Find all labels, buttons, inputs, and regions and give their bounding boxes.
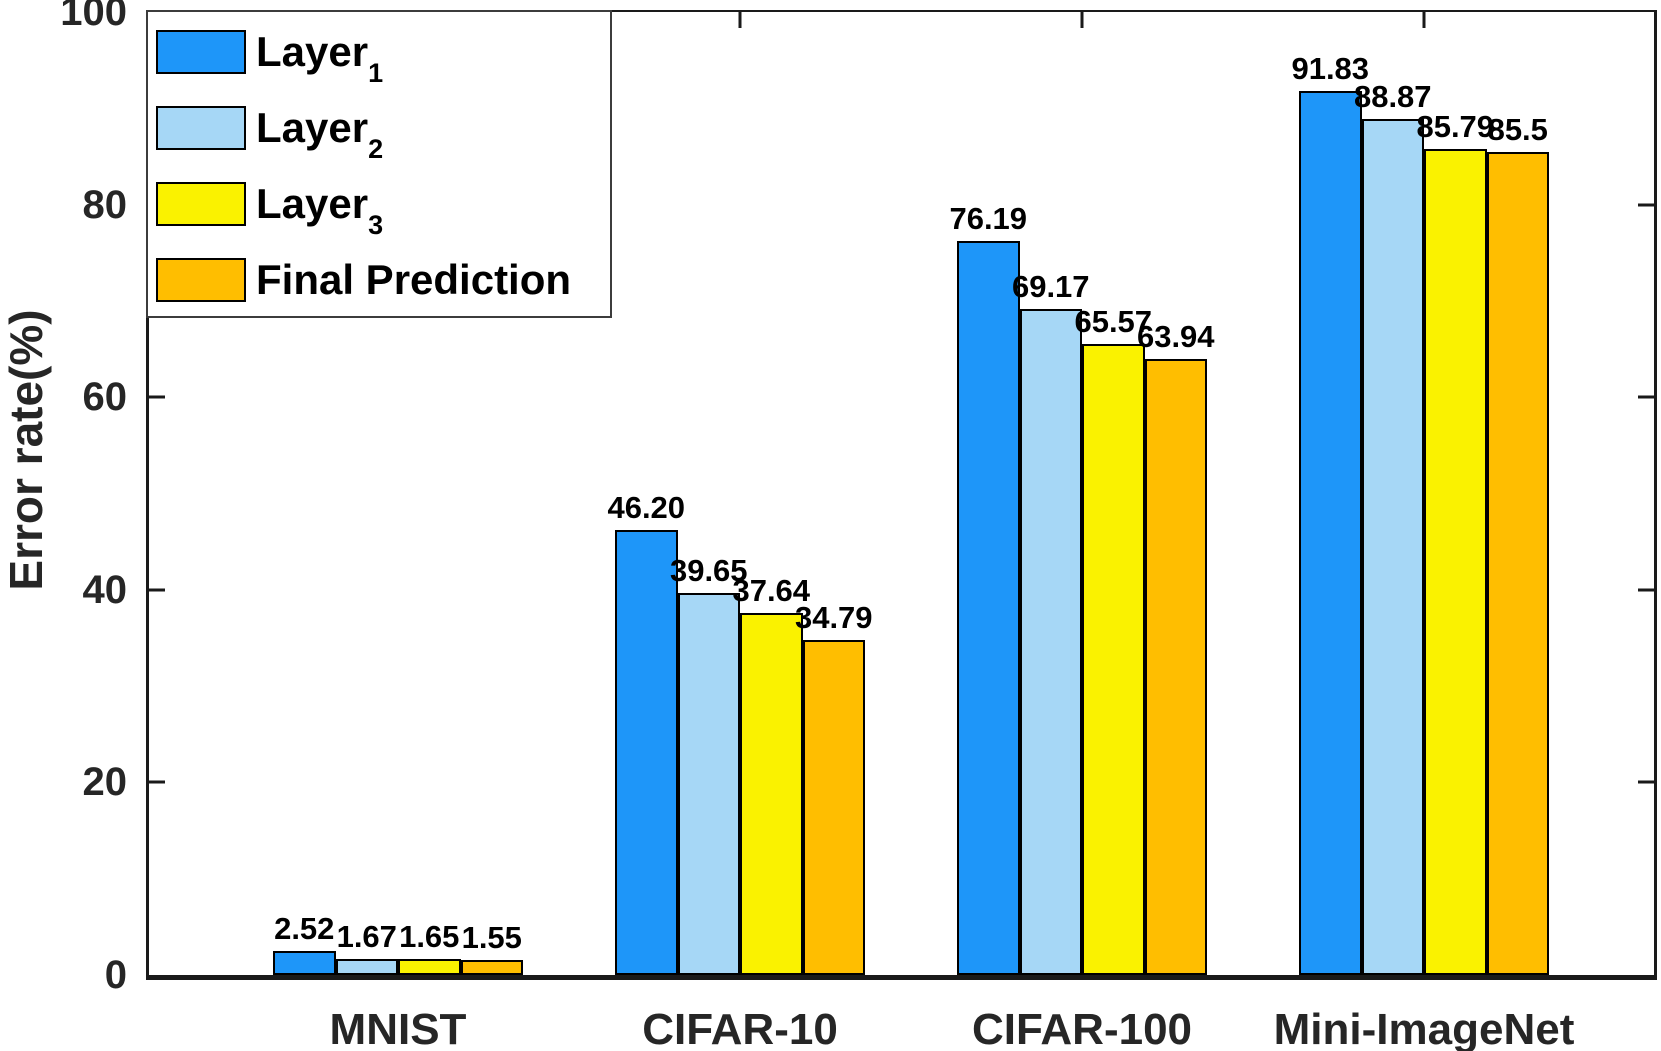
x-tick-top — [1422, 12, 1426, 28]
bar-cifar-10-layer_2 — [677, 593, 740, 975]
bar-value-label: 34.79 — [794, 599, 873, 635]
bar-value-label: 1.67 — [336, 918, 397, 954]
bar-value-label: 76.19 — [949, 201, 1028, 237]
legend-label-text: Layer — [256, 180, 369, 227]
bar-mini-imagenet-layer_1 — [1299, 90, 1362, 975]
bar-value-label: 37.64 — [732, 572, 811, 608]
bar-cifar-100-layer_1 — [957, 241, 1020, 975]
legend-label-subscript: 2 — [368, 134, 384, 164]
y-tick-label: 80 — [82, 182, 128, 227]
bar-mini-imagenet-layer_2 — [1361, 119, 1424, 975]
x-tick-label: Mini-ImageNet — [1273, 1005, 1575, 1051]
legend-label-text: Layer — [256, 104, 369, 151]
y-tick-left — [149, 588, 165, 592]
legend-label-subscript: 1 — [368, 58, 384, 88]
legend-swatch-layer1 — [156, 30, 246, 74]
legend-label-subscript: 3 — [368, 210, 384, 240]
y-tick-left — [149, 780, 165, 784]
legend-item-final-prediction: Final Prediction — [156, 256, 610, 304]
bar-value-label: 85.79 — [1416, 108, 1495, 144]
y-tick-right — [1638, 780, 1654, 784]
x-tick-top — [1080, 12, 1084, 28]
y-tick-label: 20 — [82, 760, 128, 805]
legend: Layer1 Layer2 Layer3 Final Prediction — [146, 10, 612, 318]
y-tick-right — [1638, 395, 1654, 399]
plot-area: Layer1 Layer2 Layer3 Final Prediction MN… — [60, 0, 1657, 1051]
bar-cifar-100-layer_2 — [1019, 308, 1082, 975]
bar-value-label: 2.52 — [274, 910, 335, 946]
y-tick-label: 60 — [82, 375, 128, 420]
x-tick-label: CIFAR-10 — [642, 1005, 838, 1051]
bar-mini-imagenet-layer_3 — [1424, 148, 1487, 975]
bar-cifar-10-final-prediction — [802, 639, 865, 975]
bar-value-label: 1.55 — [461, 920, 522, 956]
bar-value-label: 39.65 — [669, 553, 748, 589]
legend-item-layer1: Layer1 — [156, 28, 610, 87]
bar-value-label: 69.17 — [1011, 268, 1090, 304]
bar-mini-imagenet-final-prediction — [1486, 151, 1549, 975]
bar-cifar-100-layer_3 — [1082, 343, 1145, 975]
bar-cifar-10-layer_3 — [740, 612, 803, 975]
y-tick-right — [1638, 588, 1654, 592]
bar-value-label: 65.57 — [1074, 303, 1153, 339]
x-tick-top — [738, 12, 742, 28]
bar-value-label: 85.5 — [1487, 111, 1548, 147]
bar-value-label: 63.94 — [1136, 319, 1215, 355]
bar-cifar-10-layer_1 — [615, 530, 678, 975]
y-tick-right — [1638, 203, 1654, 207]
bar-value-label: 91.83 — [1291, 50, 1370, 86]
bar-mnist-layer_1 — [273, 950, 336, 975]
legend-label-text: Final Prediction — [256, 256, 572, 303]
bar-cifar-100-final-prediction — [1144, 359, 1207, 975]
legend-label-layer2: Layer2 — [256, 104, 383, 163]
legend-swatch-layer2 — [156, 106, 246, 150]
x-tick-label: CIFAR-100 — [971, 1005, 1193, 1051]
y-tick-label: 40 — [82, 567, 128, 612]
bar-mnist-final-prediction — [460, 960, 523, 975]
legend-label-layer3: Layer3 — [256, 180, 383, 239]
bar-value-label: 88.87 — [1353, 79, 1432, 115]
legend-label-text: Layer — [256, 28, 369, 75]
y-tick-left — [149, 395, 165, 399]
bar-mnist-layer_3 — [398, 959, 461, 975]
y-tick-label: 100 — [60, 0, 127, 34]
legend-item-layer2: Layer2 — [156, 104, 610, 163]
legend-label-layer1: Layer1 — [256, 28, 383, 87]
legend-item-layer3: Layer3 — [156, 180, 610, 239]
legend-swatch-layer3 — [156, 182, 246, 226]
legend-swatch-final-prediction — [156, 258, 246, 302]
bar-mnist-layer_2 — [335, 958, 398, 975]
bar-value-label: 1.65 — [399, 919, 460, 955]
y-tick-label: 0 — [104, 953, 127, 997]
bar-value-label: 46.20 — [607, 490, 686, 526]
x-tick-label: MNIST — [329, 1005, 467, 1051]
legend-label-final-prediction: Final Prediction — [256, 259, 571, 301]
y-axis-label: Error rate(%) — [0, 309, 52, 591]
